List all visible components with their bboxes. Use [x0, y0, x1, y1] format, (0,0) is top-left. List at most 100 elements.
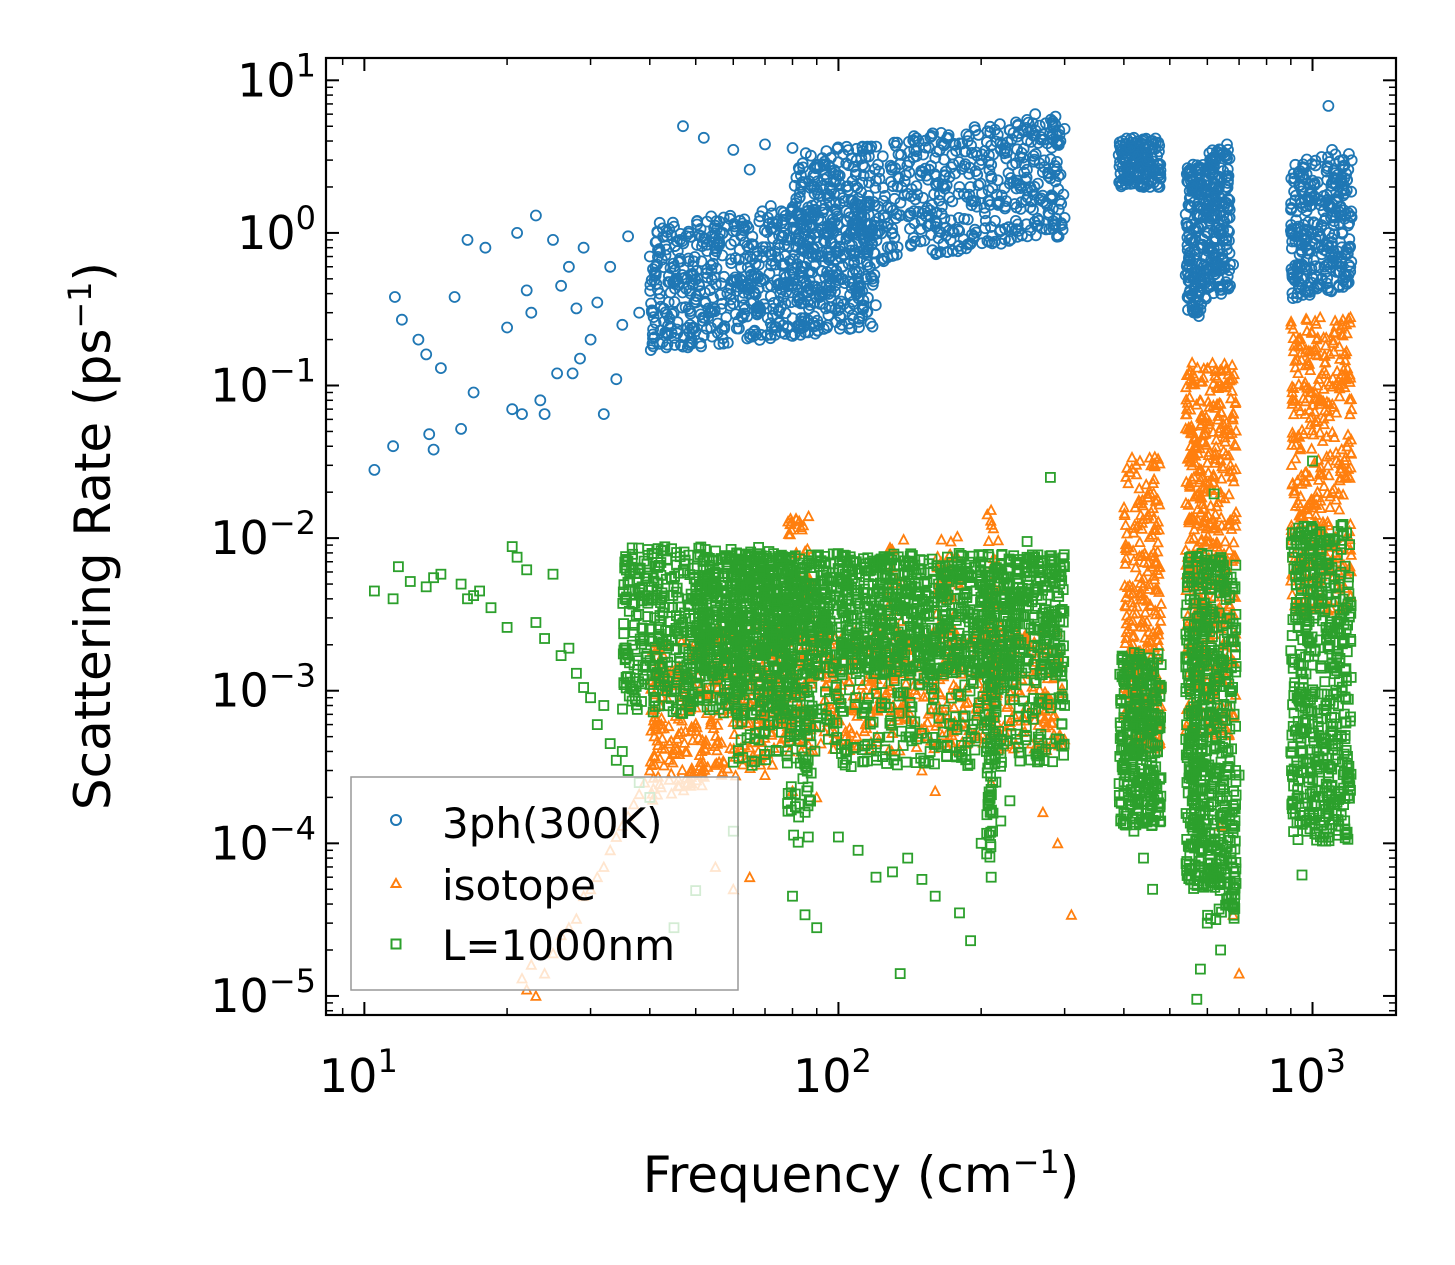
data-point: [598, 700, 610, 711]
data-point: [678, 736, 691, 748]
data-point: [729, 308, 742, 321]
data-point: [671, 235, 683, 248]
data-point: [744, 250, 757, 263]
data-point: [686, 278, 699, 291]
data-point: [842, 257, 855, 270]
data-point: [684, 230, 697, 243]
data-point: [566, 367, 579, 380]
data-point: [772, 251, 785, 264]
data-point: [778, 238, 791, 251]
data-point: [1215, 944, 1226, 956]
data-point: [758, 224, 771, 237]
data-point: [650, 277, 663, 290]
data-point: [735, 261, 747, 274]
data-point: [811, 922, 823, 934]
data-point: [708, 248, 721, 261]
data-point: [1126, 450, 1138, 463]
data-point: [392, 561, 404, 573]
data-point: [570, 302, 583, 315]
data-point: [791, 319, 804, 332]
data-point: [577, 241, 590, 254]
data-point: [617, 703, 628, 715]
data-point: [1191, 993, 1203, 1005]
data-point: [647, 323, 659, 336]
data-point: [697, 131, 710, 144]
data-point: [771, 215, 783, 228]
data-point: [741, 261, 754, 274]
data-point: [448, 291, 461, 303]
data-point: [769, 245, 781, 258]
data-point: [1193, 393, 1206, 406]
data-point: [1004, 795, 1016, 807]
data-point: [1140, 477, 1153, 490]
data-point: [1195, 963, 1206, 975]
data-point: [704, 284, 716, 297]
data-point: [805, 284, 817, 297]
data-point: [1122, 476, 1135, 489]
data-point: [647, 305, 660, 318]
data-point: [759, 241, 772, 254]
data-point: [511, 226, 523, 239]
data-point: [847, 298, 860, 311]
data-point: [733, 322, 745, 335]
data-point: [462, 593, 473, 605]
data-point: [706, 330, 718, 343]
data-point: [835, 252, 848, 264]
data-point: [765, 207, 778, 220]
data-point: [752, 258, 765, 271]
data-point: [727, 143, 740, 156]
data-point: [714, 288, 727, 301]
data-point: [1299, 394, 1312, 407]
data-point: [692, 278, 705, 291]
data-point: [604, 738, 616, 749]
data-point: [530, 209, 542, 222]
data-point: [423, 428, 436, 441]
data-point: [717, 337, 730, 350]
data-point: [840, 224, 852, 237]
data-point: [832, 304, 845, 317]
data-point: [785, 296, 797, 309]
data-point: [412, 333, 425, 346]
data-point: [574, 352, 586, 365]
data-point: [1133, 535, 1146, 547]
data-point: [1318, 479, 1330, 492]
data-point: [520, 284, 533, 297]
data-point: [686, 270, 699, 283]
data-point: [584, 333, 597, 346]
data-point: [716, 297, 729, 310]
data-point: [585, 692, 596, 704]
data-point: [728, 217, 740, 230]
data-point: [649, 316, 662, 329]
data-point: [538, 408, 551, 421]
data-point: [420, 581, 432, 593]
data-point: [863, 176, 875, 189]
data-point: [686, 337, 698, 350]
data-point: [1147, 883, 1158, 895]
data-point: [808, 297, 821, 309]
data-point: [571, 667, 582, 679]
data-point: [709, 227, 721, 240]
data-point: [853, 290, 865, 303]
data-point: [679, 271, 691, 284]
data-point: [737, 291, 749, 304]
data-point: [395, 313, 408, 326]
data-point: [1155, 597, 1168, 609]
data-point: [766, 216, 779, 229]
data-point: [819, 302, 832, 315]
data-point: [844, 211, 856, 224]
data-point: [1036, 805, 1049, 818]
data-point: [669, 264, 681, 277]
data-point: [759, 138, 771, 151]
data-point: [368, 463, 381, 476]
data-point: [965, 935, 976, 947]
data-point: [1215, 519, 1228, 531]
data-point: [738, 299, 750, 312]
data-point: [998, 182, 1011, 195]
data-point: [467, 386, 480, 399]
data-point: [662, 319, 674, 332]
data-point: [677, 120, 689, 133]
data-point: [711, 238, 723, 250]
data-point: [750, 302, 763, 315]
data-point: [935, 533, 948, 545]
data-point: [753, 300, 765, 313]
